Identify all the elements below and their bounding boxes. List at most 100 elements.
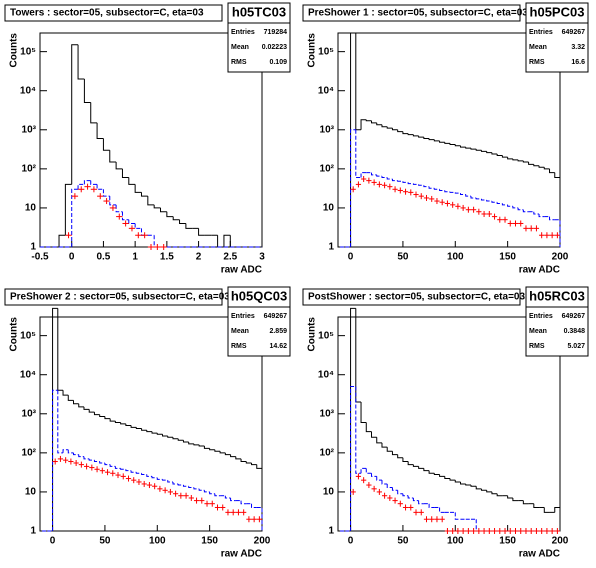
data-point (460, 204, 466, 211)
hist-bin (480, 488, 487, 491)
hist-bin (83, 406, 90, 410)
x-axis-title: raw ADC (221, 265, 262, 276)
data-point (408, 189, 414, 196)
dashed-bin (73, 452, 79, 456)
data-point (528, 225, 534, 232)
x-tick-label: -0.5 (31, 252, 49, 263)
x-tick-label: 2.5 (223, 252, 237, 263)
histogram-pad: PreShower 1 : sector=05, subsector=C, et… (302, 2, 589, 276)
hist-bin (439, 140, 445, 143)
hist-bin (115, 161, 123, 170)
data-point (122, 220, 129, 227)
data-point (381, 492, 388, 499)
data-point (235, 509, 242, 516)
hist-bin (512, 158, 519, 161)
hist-bin (491, 152, 498, 155)
hist-bin (454, 144, 461, 147)
hist-bin (62, 390, 69, 396)
stats-box (227, 22, 291, 73)
dashed-bin (167, 480, 173, 483)
data-point (90, 186, 98, 193)
hist-bin (491, 491, 498, 495)
dashed-bin (512, 206, 519, 209)
x-tick-label: 0 (69, 252, 75, 263)
data-point (429, 195, 435, 202)
hist-bin (391, 128, 398, 131)
data-point (460, 528, 466, 534)
data-point (387, 183, 393, 190)
data-point (476, 528, 482, 534)
hist-bin (460, 145, 466, 148)
hist-bin (355, 308, 362, 403)
hist-name: h05TC03 (232, 4, 286, 19)
dashed-bin (52, 389, 58, 531)
y-tick-label: 10⁵ (318, 330, 334, 341)
hist-bin (486, 490, 492, 493)
data-point (518, 220, 524, 227)
data-point (78, 186, 85, 193)
y-tick-label: 10² (320, 163, 335, 174)
hist-bin (402, 131, 409, 135)
data-point (172, 490, 179, 497)
data-point (115, 472, 121, 479)
dashed-bin (115, 204, 123, 213)
data-point (116, 213, 123, 220)
hist-bin (365, 119, 372, 122)
dashed-bin (90, 180, 98, 185)
hist-bin (386, 126, 393, 129)
dashed-bin (71, 188, 79, 247)
hist-bin (407, 461, 414, 466)
y-axis-title: Counts (9, 33, 20, 68)
data-point (146, 482, 153, 489)
data-point (392, 497, 398, 504)
hist-bin (140, 192, 148, 197)
hist-bin (423, 137, 430, 139)
hist-bin (146, 430, 153, 433)
hist-bin (512, 497, 519, 502)
dashed-bin (214, 493, 221, 497)
data-point (355, 473, 362, 480)
stats-label: RMS (529, 59, 545, 66)
dashed-bin (224, 495, 231, 499)
data-point (502, 528, 508, 534)
dashed-bin (491, 201, 498, 203)
y-tick-label: 10⁴ (318, 85, 334, 96)
hist-bin (240, 458, 247, 463)
hist-bin (141, 428, 147, 431)
dashed-bin (418, 500, 424, 505)
data-point (423, 194, 430, 201)
hist-bin (350, 32, 356, 247)
dashed-bin (397, 180, 403, 182)
data-point (84, 183, 91, 190)
hist-bin (444, 142, 451, 144)
hist-bin (172, 216, 180, 221)
dashed-bin (350, 129, 356, 247)
hist-bin (57, 308, 64, 391)
data-point (63, 457, 69, 464)
dashed-bin (439, 507, 445, 513)
hist-bin (407, 133, 414, 136)
x-tick-label: 0.5 (96, 252, 110, 263)
hist-bin (251, 463, 257, 466)
hist-bin (517, 159, 524, 162)
dashed-bin (428, 503, 435, 508)
data-point (444, 528, 451, 534)
hist-bin (223, 234, 231, 247)
data-point (83, 463, 90, 470)
data-point (214, 504, 221, 511)
hist-bin (418, 466, 424, 469)
hist-bin (160, 207, 167, 213)
hist-bin (102, 138, 110, 151)
dashed-bin (538, 213, 545, 218)
data-point (512, 220, 519, 227)
hist-bin (428, 470, 435, 474)
plot-frame (39, 316, 263, 532)
data-point (476, 208, 482, 215)
y-tick-label: 10⁴ (20, 85, 36, 96)
title: PreShower 1 : sector=05, subsector=C, et… (308, 8, 528, 19)
hist-bin (109, 150, 117, 163)
dashed-bin (209, 491, 215, 495)
data-point (413, 191, 419, 198)
x-tick-label: 200 (552, 536, 569, 547)
x-tick-label: 100 (447, 252, 464, 263)
